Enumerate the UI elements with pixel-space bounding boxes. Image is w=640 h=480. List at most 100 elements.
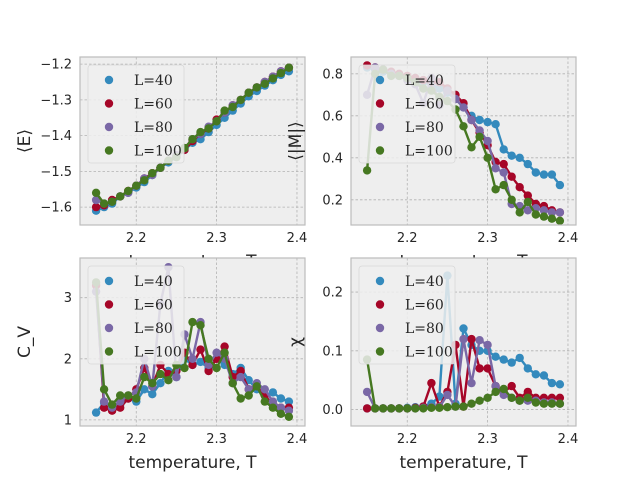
heat-capacity-legend-marker: [104, 276, 114, 286]
heat-capacity-point-L60: [116, 403, 125, 412]
magnetization-point-L60: [507, 172, 516, 181]
magnetization-legend-entry: L=80: [405, 120, 444, 136]
energy-legend-marker: [104, 122, 114, 132]
magnetization-legend-marker: [375, 122, 385, 132]
heat-capacity-point-L100: [188, 317, 197, 327]
susceptibility-point-L60: [362, 404, 372, 413]
energy-ytick-label: −1.3: [40, 93, 72, 108]
heat-capacity-point-L100: [124, 391, 133, 400]
magnetization-legend-marker: [375, 146, 385, 155]
heat-capacity-point-L80: [276, 403, 286, 412]
magnetization-point-L80: [475, 126, 484, 135]
magnetization-point-L100: [507, 195, 516, 204]
energy-legend-entry: L=80: [134, 120, 173, 136]
heat-capacity-point-L80: [188, 354, 197, 363]
energy-point-L100: [140, 176, 149, 185]
heat-capacity-ytick-label: 3: [64, 291, 72, 306]
energy-legend-marker: [104, 146, 114, 155]
susceptibility-xtick-label: 2.3: [477, 432, 498, 447]
susceptibility-legend-box: [358, 265, 456, 365]
heat-capacity-point-L80: [260, 385, 269, 394]
magnetization-legend-entry: L=40: [405, 73, 444, 89]
heat-capacity-point-L40: [276, 394, 286, 403]
heat-capacity-point-L40: [268, 388, 278, 397]
susceptibility-ytick-label: 0.0: [322, 403, 343, 418]
heat-capacity-xtick-label: 2.3: [206, 432, 227, 447]
susceptibility-legend-marker: [375, 300, 385, 309]
energy-ytick-label: −1.2: [40, 58, 72, 73]
energy-legend-box: [87, 64, 185, 164]
susceptibility-xtick-label: 2.2: [397, 432, 418, 447]
susceptibility-point-L80: [467, 378, 476, 388]
magnetization-ytick-label: 0.2: [322, 193, 343, 208]
susceptibility-point-L40: [523, 364, 532, 373]
magnetization-point-L100: [483, 153, 492, 162]
energy-point-L100: [220, 106, 229, 115]
energy-point-L100: [244, 88, 253, 97]
heat-capacity-point-L40: [156, 379, 165, 388]
susceptibility-point-L100: [395, 404, 404, 413]
energy-legend-marker: [104, 99, 114, 108]
heat-capacity-legend-marker: [104, 323, 114, 333]
magnetization-yticks: 0.2 0.4 0.6 0.8: [322, 67, 343, 208]
susceptibility-point-L40: [459, 324, 468, 333]
magnetization-legend: L=40 L=60 L=80 L=100: [358, 64, 456, 164]
heat-capacity-point-L100: [244, 391, 253, 400]
magnetization-point-L80: [499, 168, 508, 177]
susceptibility-point-L100: [403, 404, 412, 413]
susceptibility-yticks: 0.0 0.1 0.2: [322, 286, 343, 418]
magnetization-point-L40: [491, 120, 500, 129]
magnetization-ytick-label: 0.4: [322, 151, 343, 166]
magnetization-point-L40: [499, 145, 508, 154]
susceptibility-point-L100: [507, 393, 516, 402]
susceptibility-point-L60: [475, 364, 484, 373]
energy-point-L80: [91, 195, 101, 205]
magnetization-point-L100: [467, 143, 476, 152]
susceptibility-point-L100: [443, 403, 452, 412]
susceptibility-point-L80: [443, 390, 452, 400]
energy-series: [91, 63, 294, 215]
susceptibility-point-L60: [523, 387, 532, 397]
magnetization-point-L40: [547, 170, 557, 179]
energy-point-L100: [212, 117, 221, 126]
susceptibility-point-L40: [499, 355, 508, 364]
heat-capacity-series: [91, 263, 294, 421]
heat-capacity-yticks: 1 2 3: [64, 291, 72, 428]
heat-capacity-legend: L=40 L=60 L=80 L=100: [87, 265, 185, 365]
heat-capacity-ylabel: C_V: [15, 326, 35, 358]
magnetization-ytick-label: 0.8: [322, 67, 343, 82]
susceptibility-panel: L=40 L=60 L=80 L=100 2.2 2.3 2.4 0.0 0.1 0.2 te…: [286, 257, 578, 473]
magnetization-legend-entry: L=60: [405, 97, 444, 113]
heat-capacity-ytick-label: 1: [64, 413, 72, 428]
susceptibility-frame: [350, 257, 577, 427]
magnetization-frame: [350, 56, 577, 226]
magnetization-xtick-label: 2.2: [397, 231, 418, 246]
susceptibility-ytick-label: 0.1: [322, 344, 343, 359]
susceptibility-point-L100: [547, 399, 557, 408]
susceptibility-legend-marker: [375, 276, 385, 286]
energy-panel: L=40 L=60 L=80 L=100 2.2 2.3 2.4 −1.6 −1.5 −1.4…: [15, 56, 307, 272]
heat-capacity-xlabel: temperature, T: [128, 453, 257, 473]
heat-capacity-point-L100: [148, 379, 157, 388]
magnetization-point-L80: [539, 206, 549, 215]
susceptibility-legend: L=40 L=60 L=80 L=100: [358, 265, 456, 365]
energy-point-L100: [99, 199, 109, 208]
heat-capacity-point-L60: [99, 403, 109, 412]
susceptibility-point-L100: [491, 387, 500, 397]
heat-capacity-point-L100: [196, 321, 205, 330]
energy-point-L100: [260, 79, 269, 89]
magnetization-point-L40: [531, 168, 540, 177]
magnetization-point-L40: [555, 180, 565, 190]
heat-capacity-point-L100: [140, 372, 149, 382]
energy-point-L100: [107, 197, 117, 206]
energy-point-L100: [284, 63, 294, 72]
magnetization-point-L40: [483, 117, 492, 127]
magnetization-legend-entry: L=100: [405, 144, 453, 160]
heat-capacity-point-L40: [148, 390, 157, 399]
energy-ytick-label: −1.6: [40, 201, 72, 216]
heat-capacity-point-L100: [99, 385, 109, 394]
magnetization-point-L80: [459, 103, 468, 112]
susceptibility-point-L100: [387, 404, 396, 413]
susceptibility-xticks: 2.2 2.3 2.4: [397, 432, 578, 447]
